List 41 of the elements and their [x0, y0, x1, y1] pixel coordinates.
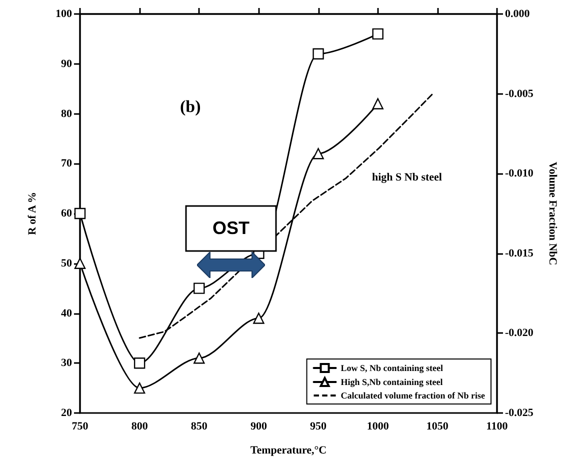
point [372, 28, 384, 40]
annotation: OST [212, 218, 250, 238]
x-tick-label: 1000 [366, 420, 390, 432]
point [134, 358, 146, 369]
x-tick-label: 1050 [426, 420, 449, 432]
y2-tick-label: -0.025 [505, 407, 534, 419]
y2-tick-label: 0.000 [505, 8, 530, 20]
y-tick-label: 40 [61, 307, 72, 320]
y-tick-label: 100 [56, 8, 72, 20]
y-tick-label: 90 [61, 58, 72, 70]
y-tick-label: 20 [61, 407, 72, 419]
y-axis-title: R of A % [26, 192, 38, 236]
point [253, 312, 264, 324]
x-tick-label: 750 [72, 420, 89, 432]
point [372, 98, 384, 110]
legend-label: Calculated volume fraction of Nb rise [340, 390, 486, 400]
y2-tick-label: -0.020 [505, 327, 534, 340]
point [194, 282, 205, 294]
legend-label: High S,Nb containing steel [340, 377, 444, 387]
y-tick-label: 70 [61, 158, 72, 170]
x-tick-label: 800 [131, 420, 148, 432]
x-tick-label: 900 [250, 420, 268, 432]
y-tick-label: 60 [61, 208, 72, 220]
x-tick-label: 1100 [486, 420, 508, 432]
y-tick-label: 50 [61, 257, 72, 270]
x-tick-label: 950 [310, 420, 328, 432]
y-tick-label: 30 [61, 357, 72, 370]
y-tick-label: 80 [61, 108, 72, 120]
legend-label: Low S, Nb containing steel [340, 363, 444, 373]
point [312, 48, 324, 60]
point [134, 382, 146, 394]
x-axis-title: Temperature,°C [250, 444, 327, 456]
y2-axis-title: Volume Fraction NbC [546, 162, 558, 266]
y2-tick-label: -0.015 [505, 247, 534, 260]
annotation: high S Nb steel [372, 172, 442, 184]
x-tick-label: 850 [190, 420, 208, 432]
y2-tick-label: -0.005 [505, 88, 534, 100]
y2-tick-label: -0.010 [505, 168, 534, 180]
point [312, 148, 324, 160]
point [194, 352, 205, 364]
annotation: (b) [180, 97, 201, 116]
